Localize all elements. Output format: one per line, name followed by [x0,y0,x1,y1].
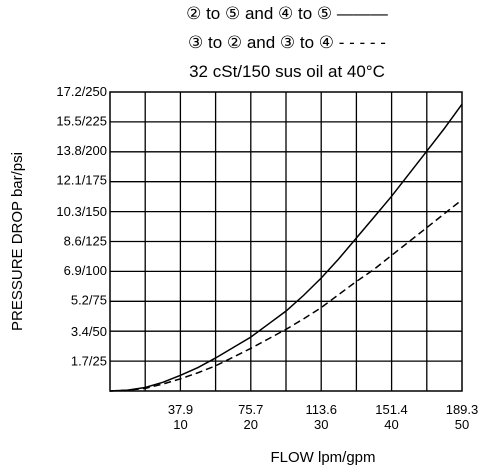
series-line-dashed [109,199,463,392]
x-tick-label-lpm: 151.4 [375,402,408,417]
y-tick-label: 17.2/250 [56,84,107,99]
y-tick-label: 10.3/150 [56,204,107,219]
series-line-solid [109,103,463,392]
y-tick-label: 6.9/100 [64,263,107,278]
y-tick-label: 15.5/225 [56,114,107,129]
x-tick-label-gpm: 40 [384,417,398,432]
chart-subtitle-oil: 32 cSt/150 sus oil at 40°C [189,62,385,81]
series-layer [109,103,463,392]
x-tick-label-gpm: 10 [173,417,187,432]
legend-line-dashed: ③ to ② and ③ to ④ - - - - - [188,33,386,52]
y-tick-label: 12.1/175 [56,173,107,188]
x-tick-label-lpm: 37.9 [168,402,193,417]
x-tick-label-lpm: 113.6 [305,402,337,417]
x-tick-label-gpm: 50 [455,417,469,432]
x-tick-label-lpm: 75.7 [238,402,263,417]
plot-area-frame [109,91,463,392]
x-axis-tick-labels: 37.910 75.720 113.630 151.440 189.350 [168,402,478,432]
x-tick-label-gpm: 20 [244,417,258,432]
plot-grid [110,92,462,391]
y-tick-label: 1.7/25 [71,353,107,368]
y-axis-tick-labels: 1.7/25 3.4/50 5.2/75 6.9/100 8.6/125 10.3/150… [56,84,107,368]
y-tick-label: 3.4/50 [71,324,107,339]
legend-line-solid: ② to ⑤ and ④ to ⑤ ——— [186,4,388,23]
chart-legend: ② to ⑤ and ④ to ⑤ ——— ③ to ② and ③ to ④ … [186,4,388,81]
y-axis-title: PRESSURE DROP bar/psi [9,152,26,331]
x-tick-label-lpm: 189.3 [446,402,479,417]
y-tick-label: 5.2/75 [71,293,107,308]
y-tick-label: 13.8/200 [56,143,107,158]
y-tick-label: 8.6/125 [64,234,107,249]
x-axis-title: FLOW lpm/gpm [270,449,375,466]
x-tick-label-gpm: 30 [314,417,328,432]
